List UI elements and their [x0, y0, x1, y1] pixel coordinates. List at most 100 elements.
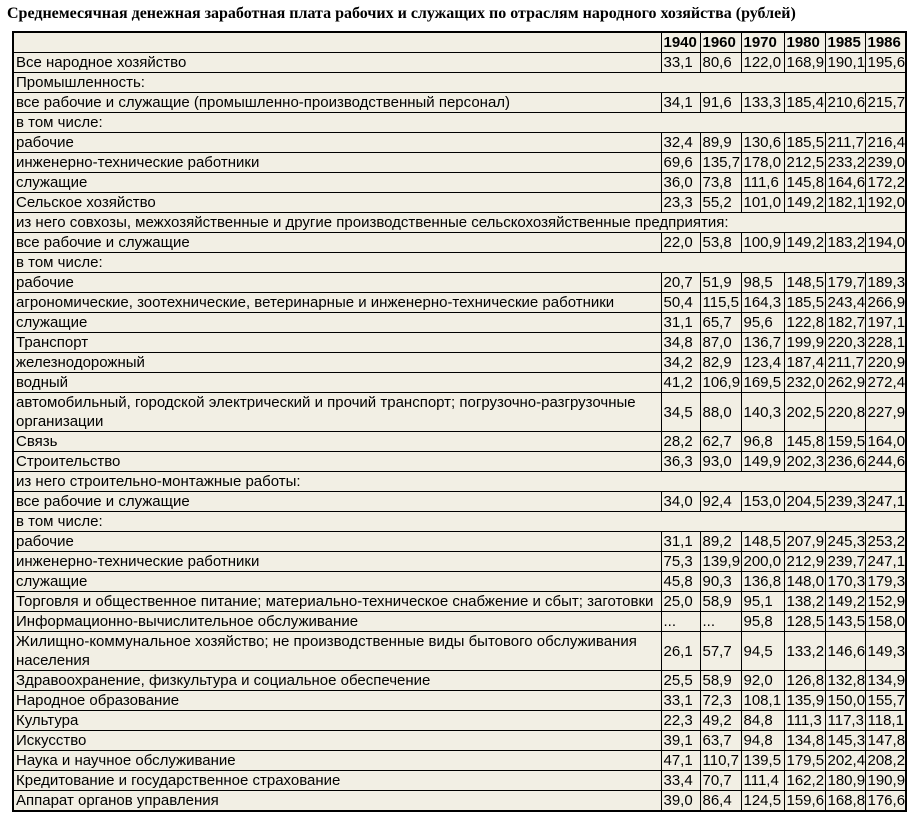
table-row: служащие 31,1 65,7 95,6 122,8 182,7 197,1 — [12, 312, 907, 333]
cell-value: 192,0 — [864, 192, 907, 213]
row-label: Связь — [12, 431, 662, 452]
cell-value: 34,0 — [660, 491, 701, 512]
cell-value: 211,7 — [824, 132, 866, 153]
cell-value: 150,0 — [824, 690, 866, 711]
cell-value: 65,7 — [699, 312, 742, 333]
cell-value: 135,7 — [699, 152, 742, 173]
cell-value: 57,7 — [699, 631, 742, 671]
cell-value: 95,8 — [740, 611, 785, 632]
table-row: Промышленность: — [12, 72, 907, 93]
cell-value: 117,3 — [824, 710, 866, 731]
table-row: рабочие 32,4 89,9 130,6 185,5 211,7 216,4 — [12, 132, 907, 153]
cell-value: 216,4 — [864, 132, 907, 153]
row-label: рабочие — [12, 132, 662, 153]
cell-value: 93,0 — [699, 451, 742, 472]
row-label: Все народное хозяйство — [12, 52, 662, 73]
cell-value: 227,9 — [864, 392, 907, 432]
row-label: Сельское хозяйство — [12, 192, 662, 213]
cell-value: 118,1 — [864, 710, 907, 731]
cell-value: 106,9 — [699, 372, 742, 393]
cell-value: 197,1 — [864, 312, 907, 333]
section-row-label: Промышленность: — [12, 72, 907, 93]
row-label: агрономические, зоотехнические, ветерина… — [12, 292, 662, 313]
cell-value: 139,5 — [740, 750, 785, 771]
cell-value: 101,0 — [740, 192, 785, 213]
table-row: инженерно-технические работники 69,6 135,7… — [12, 152, 907, 173]
cell-value: 133,2 — [783, 631, 826, 671]
cell-value: 33,4 — [660, 770, 701, 791]
cell-value: 190,1 — [824, 52, 866, 73]
cell-value: 133,3 — [740, 92, 785, 113]
cell-value: 207,9 — [783, 531, 826, 552]
cell-value: 245,3 — [824, 531, 866, 552]
cell-value: 155,7 — [864, 690, 907, 711]
row-label: водный — [12, 372, 662, 393]
cell-value: 158,0 — [864, 611, 907, 632]
table-row: Наука и научное обслуживание 47,1 110,7 139… — [12, 750, 907, 771]
cell-value: 86,4 — [699, 790, 742, 812]
cell-value: 32,4 — [660, 132, 701, 153]
section-row-label: в том числе: — [12, 112, 907, 133]
table-row: все рабочие и служащие 22,0 53,8 100,9 149,2… — [12, 232, 907, 253]
cell-value: 49,2 — [699, 710, 742, 731]
cell-value: 176,6 — [864, 790, 907, 812]
cell-value: 211,7 — [824, 352, 866, 373]
cell-value: 149,3 — [864, 631, 907, 671]
table-row: Кредитование и государственное страхован… — [12, 770, 907, 791]
cell-value: 220,3 — [824, 332, 866, 353]
cell-value: 70,7 — [699, 770, 742, 791]
section-row-label: из него строительно-монтажные работы: — [12, 471, 907, 492]
cell-value: 136,7 — [740, 332, 785, 353]
cell-value: 69,6 — [660, 152, 701, 173]
table-body: Все народное хозяйство 33,1 80,6 122,0 168,9… — [12, 52, 907, 812]
cell-value: 22,3 — [660, 710, 701, 731]
cell-value: 247,1 — [864, 491, 907, 512]
cell-value: 92,0 — [740, 670, 785, 691]
cell-value: 124,5 — [740, 790, 785, 812]
section-row-label: из него совхозы, межхозяйственные и друг… — [12, 212, 907, 233]
row-label: Аппарат органов управления — [12, 790, 662, 812]
cell-value: 41,2 — [660, 372, 701, 393]
table-row: Культура 22,3 49,2 84,8 111,3 117,3 118,1 — [12, 710, 907, 731]
cell-value: 202,4 — [824, 750, 866, 771]
year-header-1980: 1980 — [783, 31, 826, 53]
row-label: все рабочие и служащие — [12, 491, 662, 512]
cell-value: 111,6 — [740, 172, 785, 193]
cell-value: 236,6 — [824, 451, 866, 472]
cell-value: 164,0 — [864, 431, 907, 452]
row-label: все рабочие и служащие — [12, 232, 662, 253]
cell-value: 220,8 — [824, 392, 866, 432]
cell-value: ... — [699, 611, 742, 632]
cell-value: 239,0 — [864, 152, 907, 173]
table-row: в том числе: — [12, 252, 907, 273]
year-header-1970: 1970 — [740, 31, 785, 53]
cell-value: 170,3 — [824, 571, 866, 592]
table-row: агрономические, зоотехнические, ветерина… — [12, 292, 907, 313]
year-header-1940: 1940 — [660, 31, 701, 53]
cell-value: 172,2 — [864, 172, 907, 193]
cell-value: 128,5 — [783, 611, 826, 632]
cell-value: 194,0 — [864, 232, 907, 253]
cell-value: 266,9 — [864, 292, 907, 313]
cell-value: 169,5 — [740, 372, 785, 393]
cell-value: 204,5 — [783, 491, 826, 512]
cell-value: 202,3 — [783, 451, 826, 472]
year-header-1985: 1985 — [824, 31, 866, 53]
table-row: в том числе: — [12, 511, 907, 532]
cell-value: 146,6 — [824, 631, 866, 671]
cell-value: 39,1 — [660, 730, 701, 751]
cell-value: 23,3 — [660, 192, 701, 213]
table-row: Связь 28,2 62,7 96,8 145,8 159,5 164,0 — [12, 431, 907, 452]
table-row: в том числе: — [12, 112, 907, 133]
cell-value: 33,1 — [660, 690, 701, 711]
table-row: Искусство 39,1 63,7 94,8 134,8 145,3 147,8 — [12, 730, 907, 751]
cell-value: 148,5 — [740, 531, 785, 552]
cell-value: 147,8 — [864, 730, 907, 751]
cell-value: 87,0 — [699, 332, 742, 353]
table-row: служащие 36,0 73,8 111,6 145,8 164,6 172,2 — [12, 172, 907, 193]
row-label: Здравоохранение, физкультура и социально… — [12, 670, 662, 691]
row-label: служащие — [12, 312, 662, 333]
cell-value: 89,9 — [699, 132, 742, 153]
cell-value: 136,8 — [740, 571, 785, 592]
cell-value: 247,1 — [864, 551, 907, 572]
